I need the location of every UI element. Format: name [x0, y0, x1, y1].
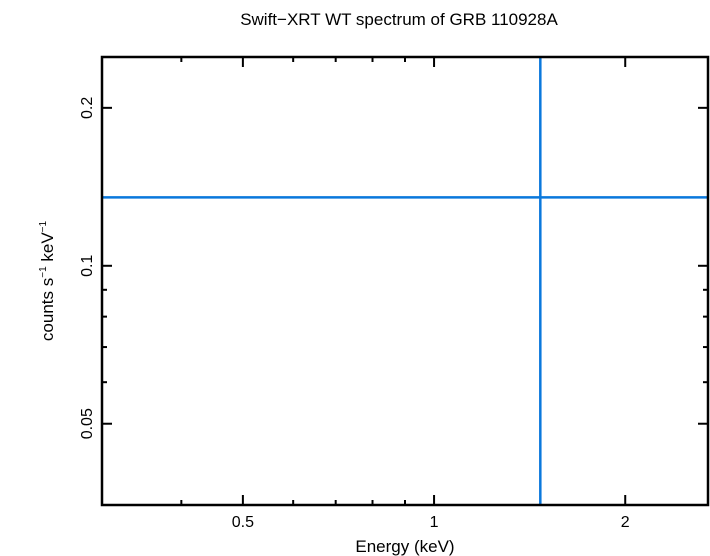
y-axis-label-exp2: −1 — [38, 220, 49, 232]
chart-title: Swift−XRT WT spectrum of GRB 110928A — [240, 10, 558, 29]
y-axis-label: counts s−1 keV−1 — [38, 220, 57, 341]
x-axis-label: Energy (keV) — [355, 537, 454, 556]
y-axis-label-exp1: −1 — [38, 266, 49, 278]
y-axis-label-main: counts s — [38, 278, 57, 341]
x-tick-label-2: 2 — [621, 514, 630, 531]
x-tick-label-0: 0.5 — [232, 514, 254, 531]
y-tick-label-2: 0.2 — [79, 97, 96, 119]
y-tick-label-0: 0.05 — [79, 408, 96, 439]
plot-area: 0.5 1 2 0.05 0.1 0.2 — [79, 55, 710, 531]
plot-frame — [100, 55, 710, 507]
x-tick-label-1: 1 — [430, 514, 439, 531]
y-tick-label-1: 0.1 — [79, 255, 96, 277]
y-axis-label-mid: keV — [38, 232, 57, 267]
